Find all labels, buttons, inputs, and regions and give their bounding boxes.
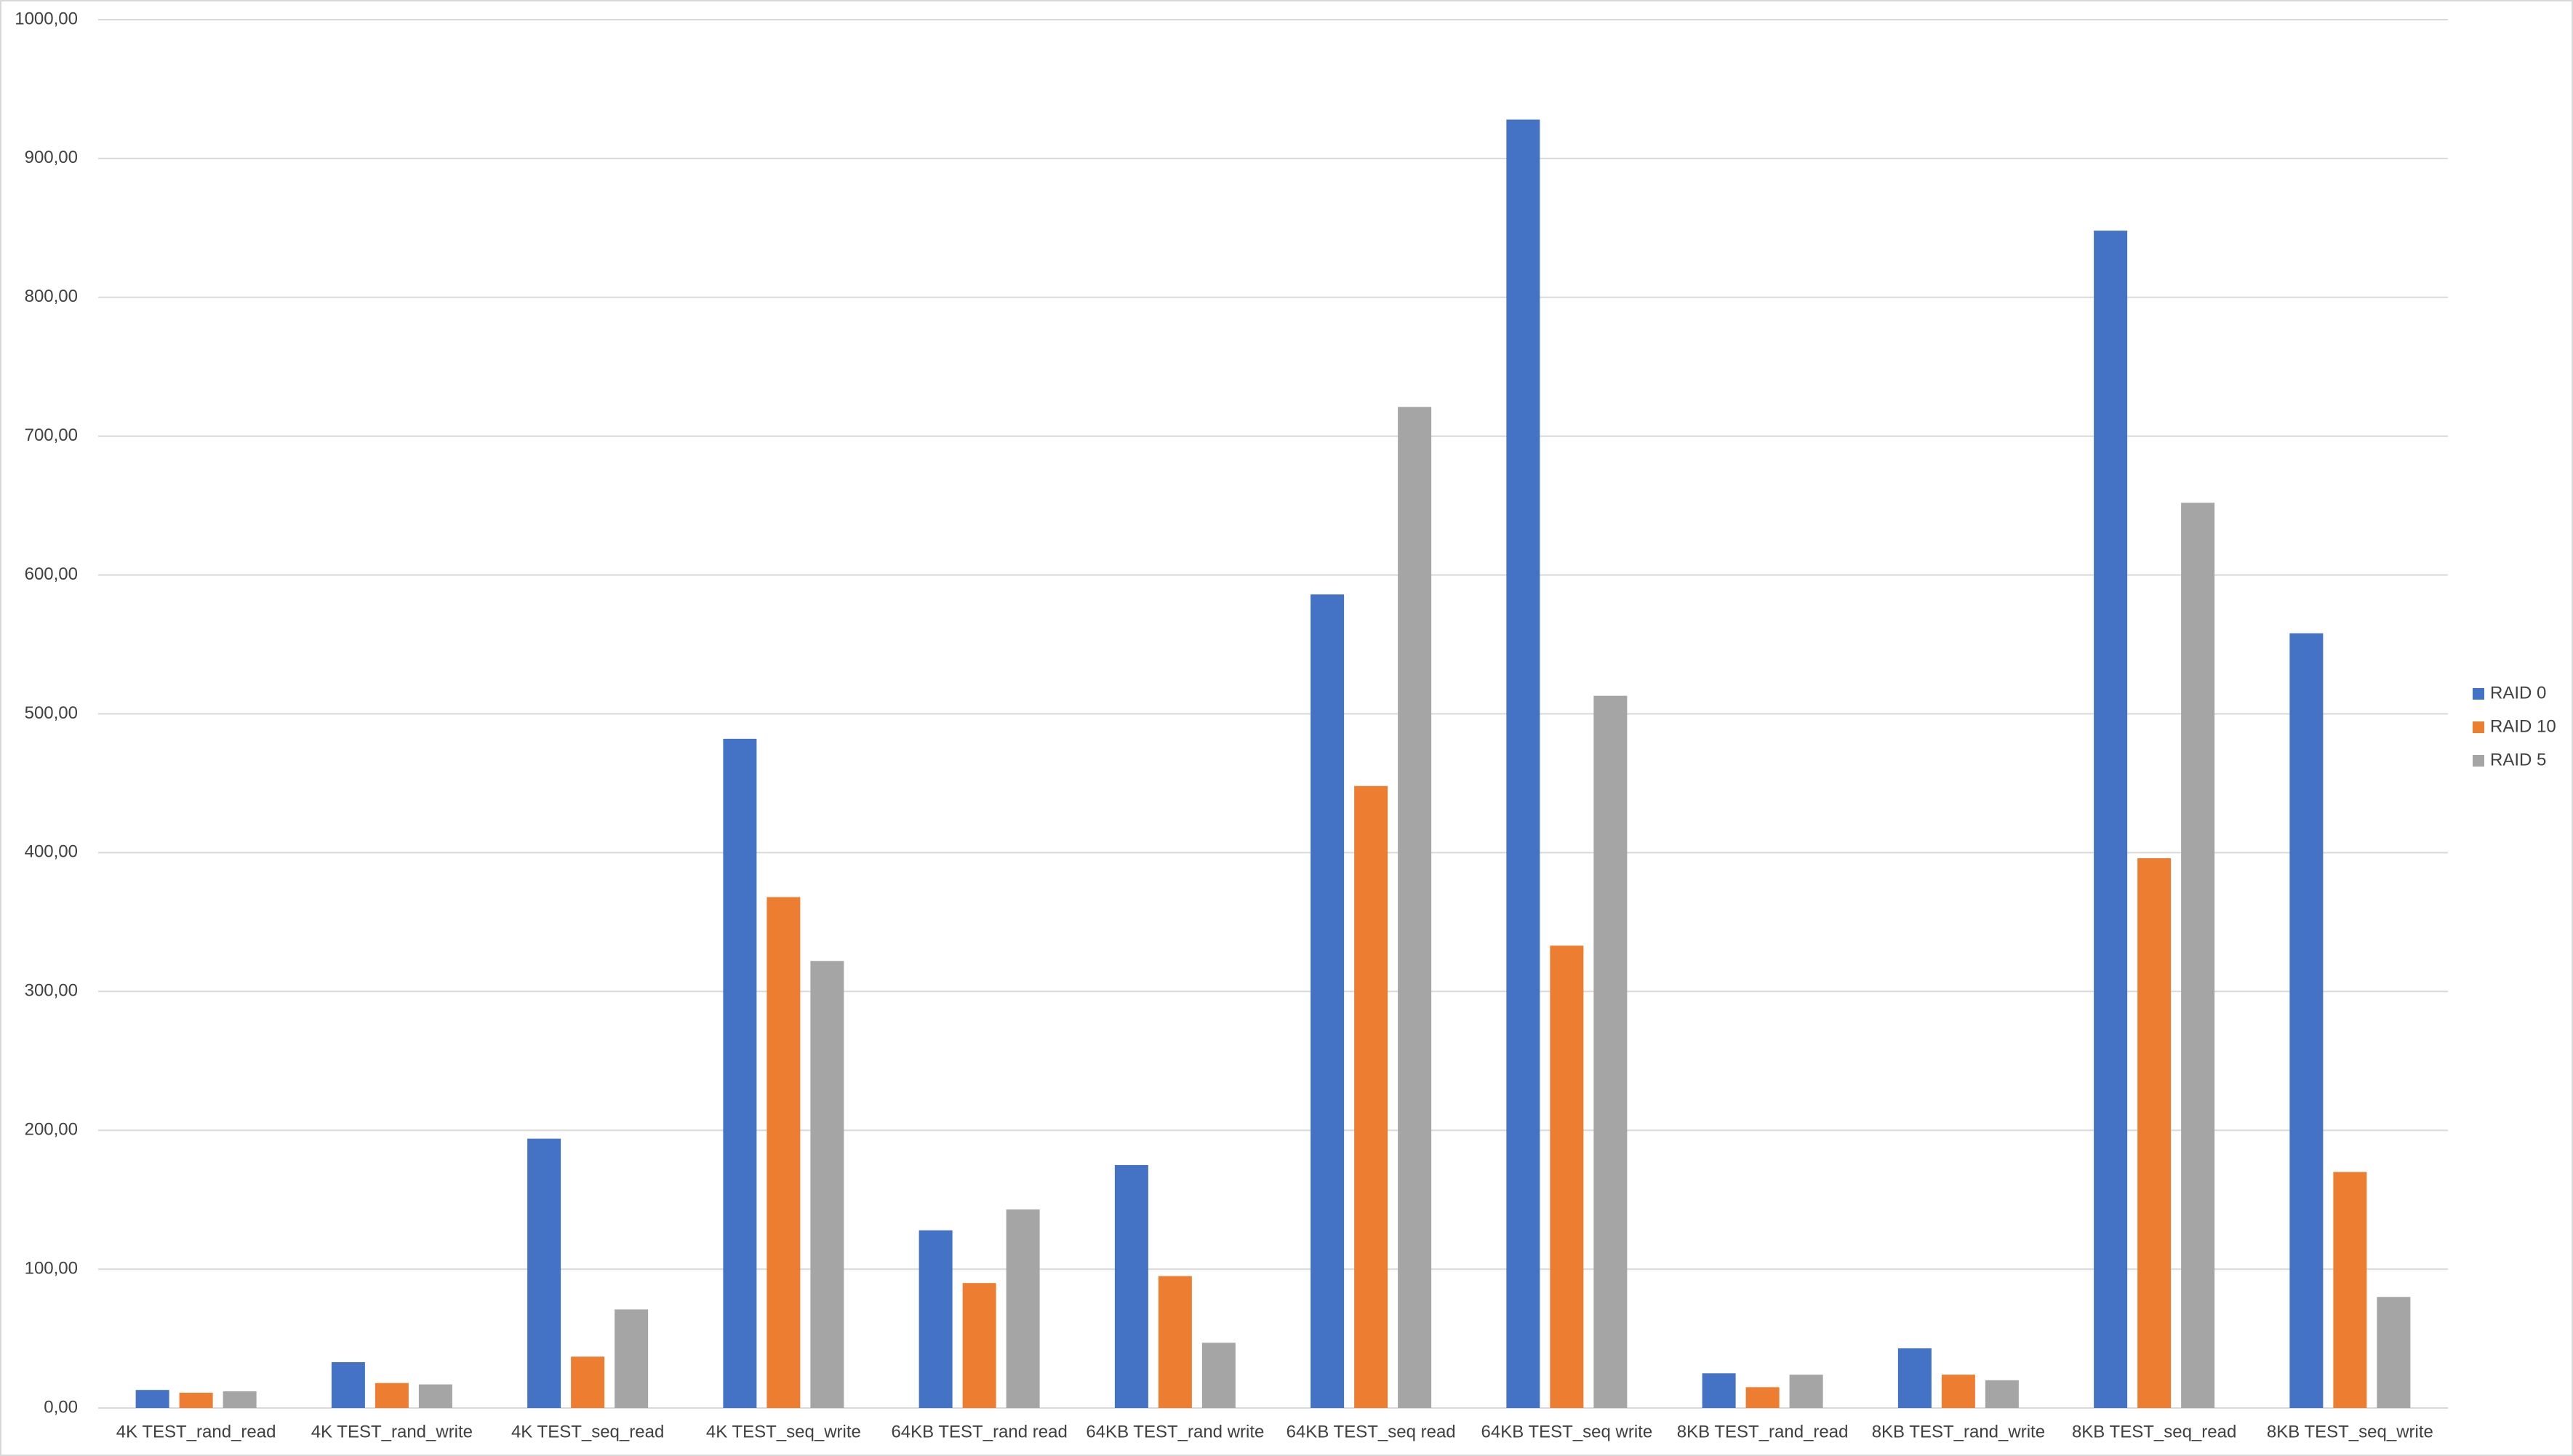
- bar: [2137, 858, 2172, 1408]
- bar: [1006, 1209, 1040, 1408]
- bar: [1158, 1276, 1192, 1408]
- bar: [135, 1390, 169, 1408]
- bar: [2094, 231, 2128, 1409]
- bar: [1897, 1348, 1932, 1408]
- x-tick-label: 8KB TEST_seq_write: [2267, 1422, 2433, 1441]
- bar: [1354, 785, 1388, 1408]
- bar: [2181, 503, 2215, 1408]
- bar: [1593, 695, 1628, 1408]
- y-tick-label: 400,00: [25, 842, 78, 862]
- y-tick-label: 100,00: [25, 1258, 78, 1278]
- x-tick-label: 64KB TEST_seq write: [1481, 1422, 1653, 1441]
- bar: [1550, 945, 1584, 1408]
- y-tick-label: 600,00: [25, 564, 78, 584]
- bar: [2289, 633, 2324, 1408]
- bar: [1506, 119, 1540, 1408]
- bar: [810, 961, 844, 1408]
- bar: [919, 1230, 953, 1408]
- bar: [571, 1356, 605, 1408]
- bar: [1941, 1375, 1975, 1408]
- x-tick-label: 64KB TEST_rand read: [891, 1422, 1067, 1441]
- bar: [767, 897, 801, 1408]
- legend-swatch: [2473, 755, 2484, 767]
- x-tick-label: 8KB TEST_rand_write: [1872, 1422, 2045, 1441]
- bar: [1398, 407, 1432, 1408]
- bar: [1745, 1387, 1780, 1408]
- y-tick-label: 800,00: [25, 287, 78, 306]
- bar: [1201, 1343, 1236, 1408]
- x-tick-label: 4K TEST_seq_write: [706, 1422, 861, 1441]
- x-tick-label: 8KB TEST_rand_read: [1677, 1422, 1849, 1441]
- bar: [1985, 1380, 2019, 1408]
- bar: [2377, 1297, 2411, 1408]
- y-tick-label: 200,00: [25, 1120, 78, 1140]
- bar: [1310, 594, 1345, 1409]
- bar: [331, 1362, 365, 1408]
- y-tick-label: 700,00: [25, 425, 78, 445]
- bar: [375, 1383, 409, 1408]
- legend-swatch: [2473, 721, 2484, 733]
- bar: [615, 1309, 649, 1408]
- x-tick-label: 4K TEST_rand_read: [116, 1422, 276, 1441]
- legend-label: RAID 10: [2490, 716, 2556, 736]
- bar: [723, 738, 757, 1408]
- bar: [962, 1283, 996, 1408]
- bar: [1789, 1375, 1823, 1408]
- y-tick-label: 300,00: [25, 981, 78, 1001]
- bar: [223, 1391, 257, 1408]
- x-tick-label: 4K TEST_seq_read: [511, 1422, 664, 1441]
- y-tick-label: 1000,00: [15, 9, 78, 28]
- x-tick-label: 64KB TEST_seq read: [1286, 1422, 1456, 1441]
- legend-label: RAID 5: [2490, 750, 2546, 769]
- legend-label: RAID 0: [2490, 683, 2546, 703]
- x-tick-label: 4K TEST_rand_write: [311, 1422, 473, 1441]
- bar: [2333, 1172, 2367, 1408]
- y-tick-label: 500,00: [25, 703, 78, 723]
- x-tick-label: 8KB TEST_seq_read: [2072, 1422, 2236, 1441]
- x-tick-label: 64KB TEST_rand write: [1086, 1422, 1264, 1441]
- y-tick-label: 900,00: [25, 148, 78, 167]
- bar: [1114, 1164, 1148, 1408]
- bar: [527, 1138, 561, 1408]
- legend-swatch: [2473, 688, 2484, 700]
- bar: [1702, 1373, 1736, 1408]
- bar: [418, 1384, 452, 1408]
- y-tick-label: 0,00: [44, 1397, 78, 1417]
- bar: [179, 1393, 213, 1408]
